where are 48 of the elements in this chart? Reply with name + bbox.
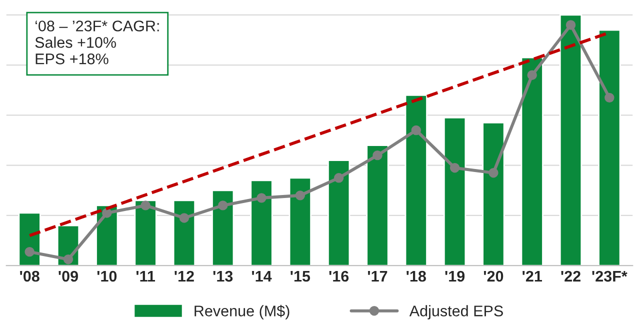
point xyxy=(179,213,190,223)
bar xyxy=(288,177,312,266)
annotation: ‘08 – ’23F* CAGR: Sales +10% EPS +18% xyxy=(35,20,159,64)
x-tick-label: '19 xyxy=(445,270,465,282)
x-tick-label: '14 xyxy=(252,271,272,282)
point xyxy=(295,190,306,200)
x-tick-label: '17 xyxy=(368,271,388,282)
bar xyxy=(250,180,273,266)
point xyxy=(604,92,614,103)
x-tick-label: '10 xyxy=(97,270,117,282)
point xyxy=(372,150,382,160)
point xyxy=(488,168,498,178)
x-tick-label: '12 xyxy=(174,270,194,282)
bar xyxy=(404,94,428,266)
point xyxy=(411,125,421,136)
point xyxy=(256,193,266,203)
bar xyxy=(134,200,157,266)
point xyxy=(63,254,74,264)
legend-label: Revenue (M$) xyxy=(194,304,290,320)
point xyxy=(102,208,112,218)
bar xyxy=(559,14,582,266)
x-tick-label: '15 xyxy=(290,271,310,282)
bar xyxy=(520,56,544,266)
bar xyxy=(598,29,621,266)
x-tick-label: '20 xyxy=(484,270,504,282)
x-tick-label: '18 xyxy=(406,270,426,282)
point xyxy=(334,173,344,183)
x-tick-label: '09 xyxy=(58,270,78,282)
legend-label: Adjusted EPS xyxy=(409,305,503,320)
point xyxy=(24,246,34,257)
point xyxy=(140,200,150,210)
x-tick-label: '13 xyxy=(213,270,233,282)
bar xyxy=(328,160,350,266)
x-tick-label: '21 xyxy=(522,270,542,282)
bar xyxy=(482,122,505,266)
x-tick-label: '08 xyxy=(20,270,40,282)
point xyxy=(527,70,537,80)
x-tick-label: '22 xyxy=(561,270,580,282)
bar xyxy=(443,117,466,266)
point xyxy=(450,162,460,173)
bar xyxy=(172,200,196,266)
x-tick-label: '16 xyxy=(329,270,349,282)
x-tick-label: '11 xyxy=(136,271,156,282)
bar xyxy=(212,190,234,266)
bar xyxy=(366,144,389,266)
point xyxy=(218,200,228,210)
point xyxy=(566,20,576,30)
x-tick-label: '23F* xyxy=(592,270,628,282)
